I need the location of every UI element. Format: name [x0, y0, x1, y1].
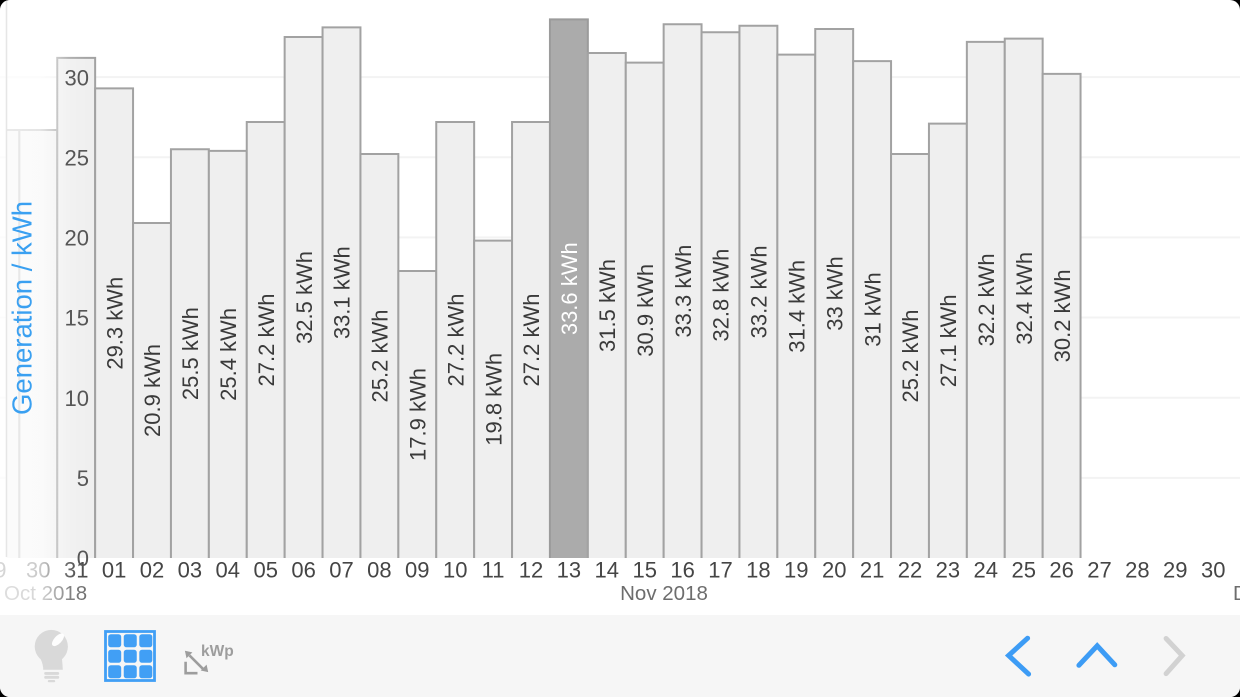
- svg-text:28: 28: [1125, 558, 1149, 583]
- svg-text:27.2 kWh: 27.2 kWh: [254, 294, 279, 387]
- svg-text:04: 04: [216, 558, 240, 583]
- svg-text:31.5 kWh: 31.5 kWh: [595, 259, 620, 352]
- svg-text:33 kWh: 33 kWh: [822, 256, 847, 331]
- svg-text:32.2 kWh: 32.2 kWh: [974, 253, 999, 346]
- svg-text:kWp: kWp: [201, 643, 234, 660]
- svg-text:15: 15: [632, 558, 656, 583]
- svg-text:19: 19: [784, 558, 808, 583]
- svg-text:13: 13: [557, 558, 581, 583]
- svg-text:17: 17: [708, 558, 732, 583]
- svg-text:27.1 kWh: 27.1 kWh: [936, 294, 961, 387]
- svg-text:26: 26: [1049, 558, 1073, 583]
- svg-text:Nov 2018: Nov 2018: [620, 582, 708, 605]
- svg-text:25: 25: [1011, 558, 1035, 583]
- svg-text:27.2 kWh: 27.2 kWh: [443, 294, 468, 387]
- svg-text:05: 05: [253, 558, 277, 583]
- svg-text:33.3 kWh: 33.3 kWh: [671, 245, 696, 338]
- svg-text:21: 21: [860, 558, 884, 583]
- svg-text:33.1 kWh: 33.1 kWh: [330, 246, 355, 339]
- svg-text:31.4 kWh: 31.4 kWh: [785, 260, 810, 353]
- svg-text:30.2 kWh: 30.2 kWh: [1050, 269, 1075, 362]
- svg-text:09: 09: [405, 558, 429, 583]
- svg-text:5: 5: [77, 466, 89, 491]
- svg-text:07: 07: [329, 558, 353, 583]
- svg-text:17.9 kWh: 17.9 kWh: [406, 368, 431, 461]
- svg-text:14: 14: [595, 558, 619, 583]
- svg-text:Generation / kWh: Generation / kWh: [7, 201, 38, 415]
- svg-text:06: 06: [291, 558, 315, 583]
- svg-text:30: 30: [1201, 558, 1225, 583]
- svg-text:10: 10: [65, 386, 89, 411]
- svg-text:12: 12: [519, 558, 543, 583]
- svg-text:31 kWh: 31 kWh: [860, 272, 885, 347]
- svg-text:22: 22: [898, 558, 922, 583]
- svg-text:20: 20: [65, 226, 89, 251]
- svg-text:18: 18: [746, 558, 770, 583]
- svg-text:27: 27: [1087, 558, 1111, 583]
- svg-text:03: 03: [178, 558, 202, 583]
- svg-text:27.2 kWh: 27.2 kWh: [519, 294, 544, 387]
- svg-text:25.2 kWh: 25.2 kWh: [898, 310, 923, 403]
- svg-text:25.4 kWh: 25.4 kWh: [216, 308, 241, 401]
- svg-text:33.6 kWh: 33.6 kWh: [557, 242, 582, 335]
- svg-text:02: 02: [140, 558, 164, 583]
- svg-text:33.2 kWh: 33.2 kWh: [747, 245, 772, 338]
- svg-text:08: 08: [367, 558, 391, 583]
- svg-text:32.8 kWh: 32.8 kWh: [709, 249, 734, 342]
- svg-text:19.8 kWh: 19.8 kWh: [481, 353, 506, 446]
- svg-text:20: 20: [822, 558, 846, 583]
- svg-text:25: 25: [65, 145, 89, 170]
- svg-text:01: 01: [102, 558, 126, 583]
- svg-text:0: 0: [77, 546, 89, 571]
- svg-text:23: 23: [936, 558, 960, 583]
- svg-text:29: 29: [1163, 558, 1187, 583]
- svg-text:20.9 kWh: 20.9 kWh: [140, 344, 165, 437]
- svg-text:25.5 kWh: 25.5 kWh: [178, 307, 203, 400]
- svg-text:30.9 kWh: 30.9 kWh: [633, 264, 658, 357]
- svg-text:11: 11: [482, 558, 505, 583]
- svg-text:29.3 kWh: 29.3 kWh: [102, 277, 127, 370]
- svg-text:30: 30: [65, 65, 89, 90]
- svg-text:10: 10: [443, 558, 467, 583]
- svg-text:32.5 kWh: 32.5 kWh: [292, 251, 317, 344]
- svg-text:15: 15: [65, 306, 89, 331]
- svg-text:25.2 kWh: 25.2 kWh: [368, 310, 393, 403]
- svg-text:Dec 2018: Dec 2018: [1233, 582, 1240, 605]
- svg-text:16: 16: [670, 558, 694, 583]
- svg-text:32.4 kWh: 32.4 kWh: [1012, 252, 1037, 345]
- svg-text:24: 24: [974, 558, 998, 583]
